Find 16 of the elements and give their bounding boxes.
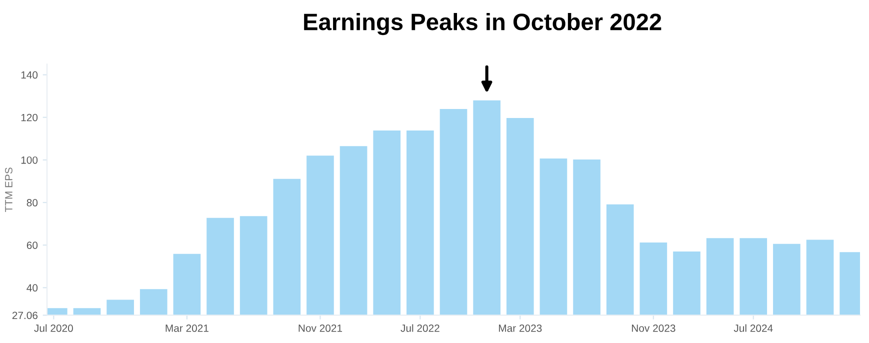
x-tick-label: Jul 2022: [400, 324, 440, 332]
x-tick-label: Jul 2024: [734, 324, 773, 332]
y-tick-label: 80: [26, 199, 38, 206]
y-tick-label: 120: [21, 114, 38, 122]
chart-title: Earnings Peaks in October 2022: [304, 12, 662, 36]
y-tick-label: 40: [26, 284, 38, 292]
x-tick-label: Nov 2021: [298, 324, 342, 332]
y-tick-label: 100: [21, 156, 38, 164]
y-axis-title: TTM EPS: [5, 168, 12, 212]
x-tick-label: Jul 2020: [34, 324, 73, 332]
y-tick-label: 27.06: [12, 312, 38, 320]
y-tick-label: 60: [26, 242, 38, 249]
y-tick-label: 140: [21, 71, 38, 79]
x-tick-label: Mar 2023: [498, 324, 542, 332]
x-tick-label: Nov 2023: [632, 324, 676, 332]
x-tick-label: Mar 2021: [166, 324, 208, 332]
